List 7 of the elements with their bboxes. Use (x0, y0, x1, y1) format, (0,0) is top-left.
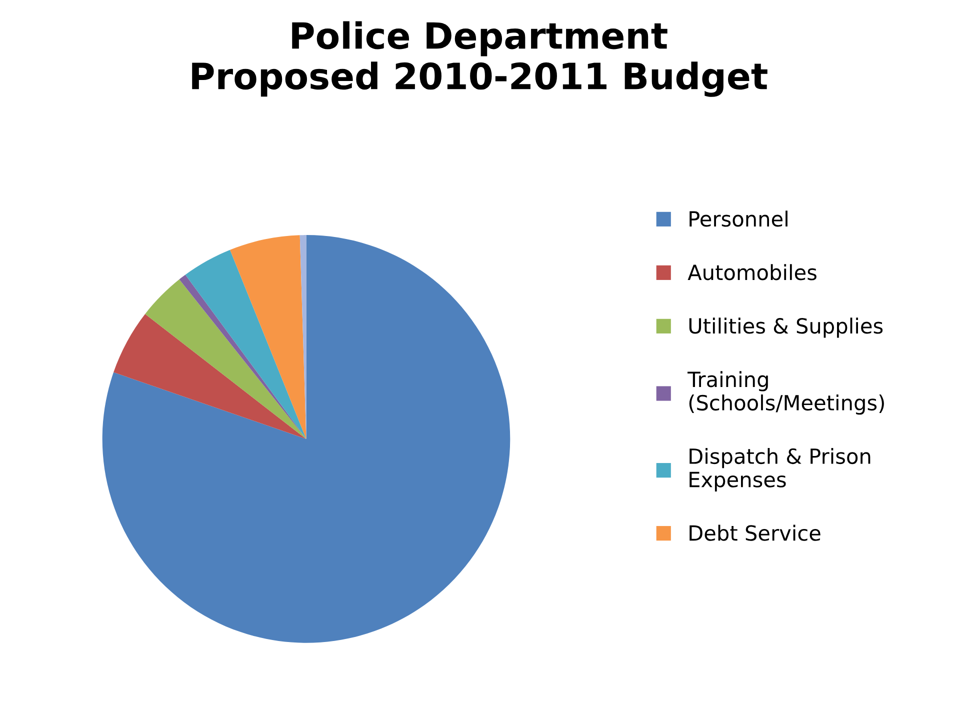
legend-label: Dispatch & Prison Expenses (690, 448, 870, 492)
chart-title: Police Department Proposed 2010-2011 Budget (192, 21, 768, 97)
legend-label: Debt Service (690, 524, 820, 541)
legend-label: Automobiles (688, 264, 816, 280)
legend-label: Personnel (690, 210, 788, 227)
legend-label: Training (Schools/Meetings) (688, 371, 884, 415)
legend-label: Utilities & Supplies (689, 318, 883, 338)
